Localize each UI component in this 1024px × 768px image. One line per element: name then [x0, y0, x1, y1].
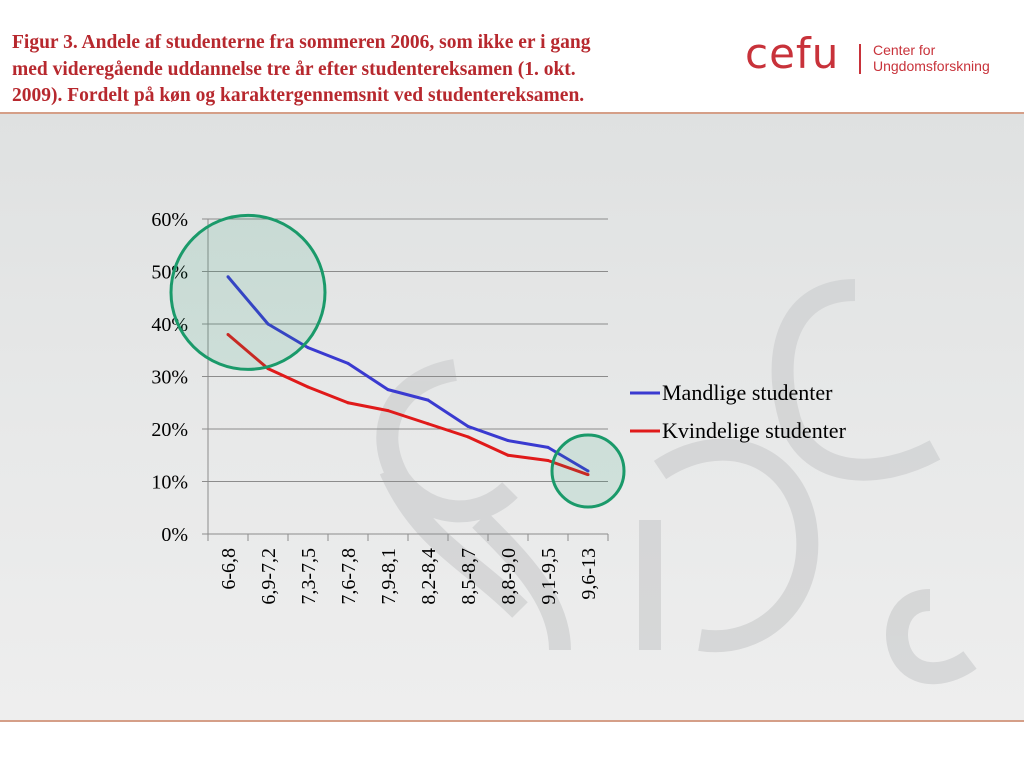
- data-point: [346, 361, 350, 365]
- header-divider: [0, 112, 1024, 114]
- data-point: [226, 333, 230, 336]
- data-point: [306, 346, 310, 350]
- data-point: [586, 473, 590, 477]
- x-tick-label: 8,2-8,4: [418, 548, 440, 605]
- data-point: [426, 422, 430, 426]
- logo-subline-2: Ungdomsforskning: [873, 58, 990, 74]
- x-tick-label: 9,1-9,5: [538, 548, 560, 605]
- highlight-circles: [169, 213, 626, 509]
- y-tick-label: 10%: [151, 472, 188, 494]
- series-line-2: [227, 333, 589, 477]
- data-point: [226, 275, 230, 279]
- x-tick-label: 8,5-8,7: [458, 548, 480, 605]
- y-tick-label: 30%: [151, 367, 188, 389]
- data-point: [346, 401, 350, 405]
- data-point: [506, 453, 510, 457]
- highlight-circle-high-grades: [550, 433, 626, 509]
- x-axis: 6-6,8 6,9-7,2 7,3-7,5 7,6-7,8 7,9-8,1 8,2-8,4…: [207, 219, 609, 605]
- title-line-3: 2009). Fordelt på køn og karaktergennems…: [12, 85, 585, 106]
- data-point: [506, 439, 510, 443]
- chart-panel: 0% 10% 20% 30% 40% 50% 60% 6-6,8 6,9-7,2 7,3-7,5…: [0, 114, 1024, 720]
- logo-wordmark: cefu: [745, 29, 840, 78]
- legend: Mandlige studenter Kvindelige studenter: [630, 380, 847, 443]
- y-tick-label: 40%: [151, 314, 188, 336]
- data-point: [466, 424, 470, 428]
- x-tick-label: 8,8-9,0: [498, 548, 520, 605]
- data-point: [306, 385, 310, 389]
- y-tick-label: 0%: [161, 524, 188, 546]
- x-tick-label: 6,9-7,2: [258, 548, 280, 605]
- data-point: [586, 469, 590, 473]
- x-tick-label: 7,9-8,1: [378, 548, 400, 605]
- series-group: [226, 275, 590, 477]
- title-line-2: med videregående uddannelse tre år efter…: [12, 58, 576, 80]
- data-point: [546, 445, 550, 449]
- slide-header: Figur 3. Andele af studenterne fra somme…: [0, 0, 1024, 113]
- y-tick-label: 50%: [151, 262, 188, 284]
- x-tick-label: 7,6-7,8: [338, 548, 360, 605]
- figure-title: Figur 3. Andele af studenterne fra somme…: [12, 30, 712, 110]
- data-point: [266, 322, 270, 326]
- legend-label: Kvindelige studenter: [662, 418, 847, 443]
- data-point: [546, 459, 550, 462]
- x-tick-label: 9,6-13: [578, 548, 600, 600]
- data-point: [386, 388, 390, 392]
- logo-divider: [859, 44, 861, 74]
- x-tick-label: 7,3-7,5: [298, 548, 320, 605]
- footer-divider: [0, 720, 1024, 722]
- highlight-circle-low-grades: [169, 213, 327, 371]
- x-tick-label: 6-6,8: [218, 548, 240, 590]
- data-point: [466, 435, 470, 439]
- logo-subtitle: Center for Ungdomsforskning: [873, 42, 990, 74]
- y-tick-label: 60%: [151, 209, 188, 231]
- line-chart: 0% 10% 20% 30% 40% 50% 60% 6-6,8 6,9-7,2 7,3-7,5…: [151, 209, 847, 605]
- y-axis-ticks: 0% 10% 20% 30% 40% 50% 60%: [151, 209, 188, 546]
- data-point: [426, 398, 430, 402]
- logo-subline-1: Center for: [873, 42, 936, 58]
- data-point: [386, 409, 390, 413]
- series-line-1: [226, 275, 589, 473]
- y-tick-label: 20%: [151, 419, 188, 441]
- legend-label: Mandlige studenter: [662, 380, 833, 405]
- title-line-1: Figur 3. Andele af studenterne fra somme…: [12, 32, 591, 53]
